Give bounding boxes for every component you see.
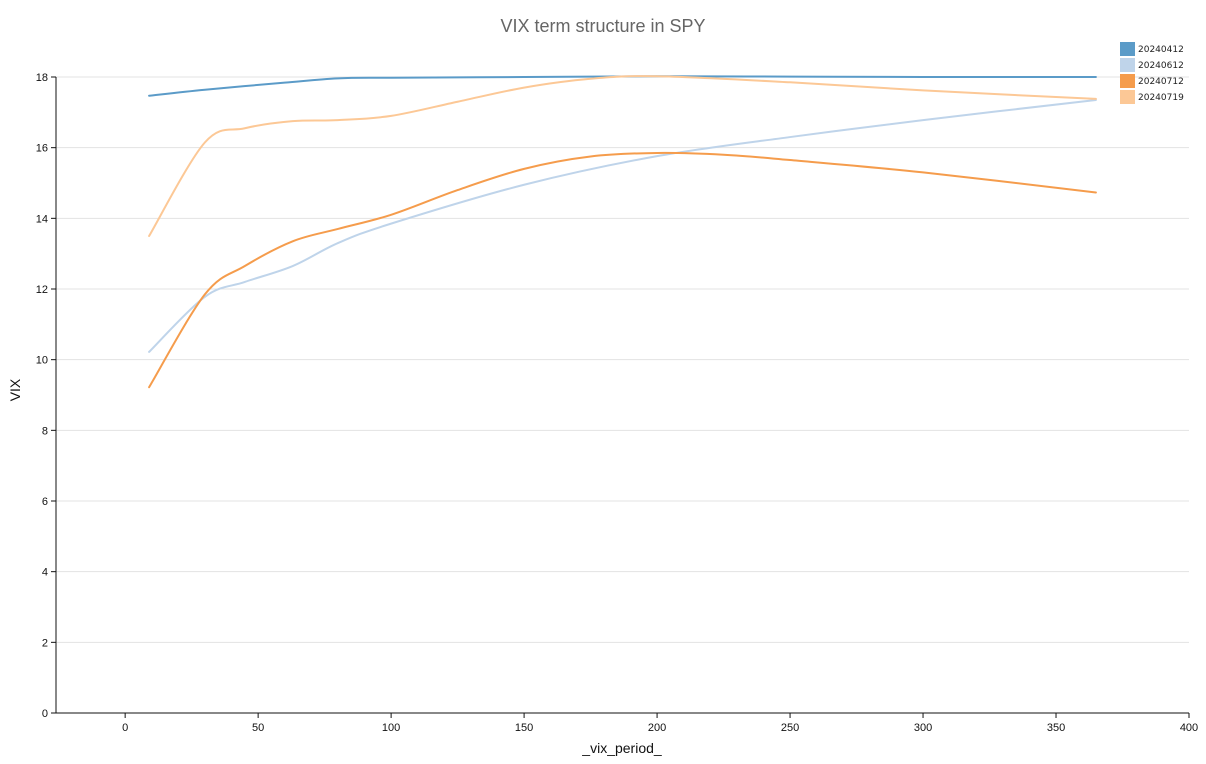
x-tick-label: 100	[382, 722, 400, 734]
y-tick-label: 16	[36, 143, 48, 155]
y-tick-label: 8	[42, 425, 48, 437]
legend-label-20240612: 20240612	[1138, 61, 1184, 71]
legend-label-20240712: 20240712	[1138, 77, 1184, 87]
series-line-20240719	[148, 75, 1097, 237]
x-tick-label: 150	[515, 722, 533, 734]
legend-label-20240412: 20240412	[1138, 45, 1184, 55]
y-tick-label: 14	[36, 213, 48, 225]
y-tick-label: 18	[36, 72, 48, 84]
y-tick-label: 6	[42, 496, 48, 508]
legend-swatch-20240412	[1120, 42, 1135, 56]
legend-swatch-20240612	[1120, 58, 1135, 72]
y-tick-label: 12	[36, 284, 48, 296]
y-axis-label: VIX	[7, 378, 23, 401]
legend-swatch-20240719	[1120, 90, 1135, 104]
legend: 20240412 20240612 20240712 20240719	[1120, 42, 1184, 104]
y-tick-label: 4	[42, 567, 48, 579]
x-axis-ticks: 0 50 100 150 200 250 300 350 400	[122, 713, 1198, 734]
x-tick-label: 300	[914, 722, 932, 734]
series-line-20240612	[148, 98, 1097, 353]
chart-title: VIX term structure in SPY	[500, 16, 705, 36]
x-tick-label: 350	[1047, 722, 1065, 734]
series-lines	[148, 75, 1097, 389]
x-axis-label: _vix_period_	[581, 740, 662, 756]
x-tick-label: 400	[1180, 722, 1198, 734]
legend-swatch-20240712	[1120, 74, 1135, 88]
x-tick-label: 50	[252, 722, 264, 734]
y-tick-label: 0	[42, 708, 48, 720]
y-tick-label: 2	[42, 637, 48, 649]
x-tick-label: 200	[648, 722, 666, 734]
y-axis-ticks: 0 2 4 6 8 10 12 14 16 18	[36, 72, 56, 720]
series-line-20240412	[148, 75, 1097, 97]
series-line-20240712	[148, 151, 1097, 389]
y-tick-label: 10	[36, 355, 48, 367]
x-tick-label: 250	[781, 722, 799, 734]
axes	[55, 77, 1189, 714]
x-tick-label: 0	[122, 722, 128, 734]
legend-label-20240719: 20240719	[1138, 93, 1184, 103]
